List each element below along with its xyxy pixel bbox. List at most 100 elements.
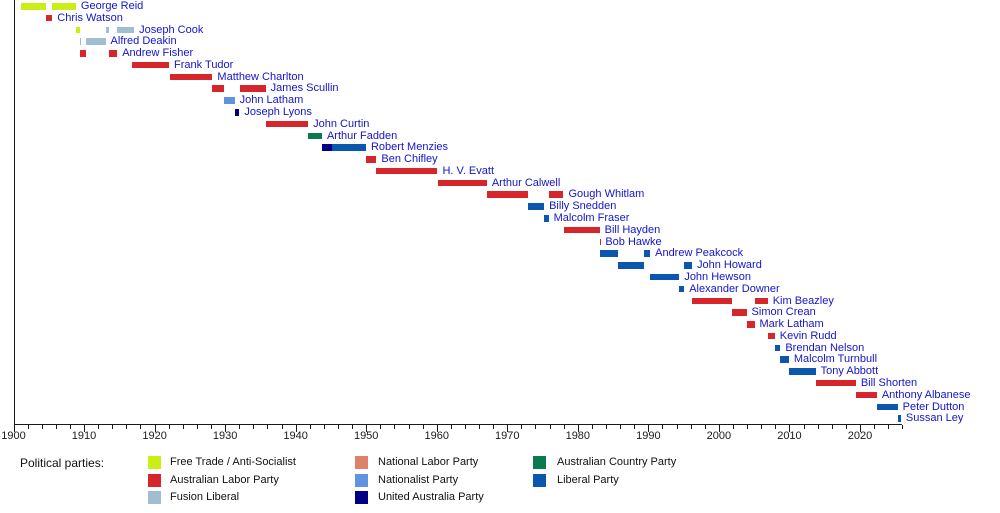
leader-label: Anthony Albanese bbox=[881, 388, 971, 401]
leader-label: Sussan Ley bbox=[905, 412, 964, 425]
timeline-bar bbox=[650, 273, 680, 281]
timeline-bar bbox=[117, 26, 135, 34]
timeline-bar bbox=[79, 50, 87, 57]
timeline-bar bbox=[774, 344, 781, 352]
minor-tick bbox=[634, 425, 636, 429]
timeline-bar bbox=[548, 191, 564, 198]
leader-label: Brendan Nelson bbox=[785, 341, 865, 354]
leader-label: James Scullin bbox=[270, 82, 339, 95]
minor-tick bbox=[521, 425, 523, 429]
leader-label: Gough Whitlam bbox=[568, 188, 645, 201]
timeline-bar bbox=[20, 3, 47, 10]
minor-tick bbox=[690, 425, 692, 429]
timeline-bar bbox=[600, 250, 618, 257]
leader-label: Andrew Fisher bbox=[122, 47, 194, 60]
x-axis-tick-label: 1900 bbox=[1, 430, 26, 442]
timeline-bar bbox=[855, 391, 877, 399]
legend-swatch-free_trade bbox=[148, 456, 161, 469]
timeline-bar bbox=[692, 297, 733, 304]
timeline-bar bbox=[897, 415, 901, 422]
minor-tick bbox=[380, 425, 382, 429]
leader-label: Chris Watson bbox=[57, 11, 123, 24]
timeline-bar bbox=[132, 61, 170, 69]
timeline-bar bbox=[684, 262, 693, 269]
timeline-bar bbox=[365, 156, 377, 163]
minor-tick bbox=[479, 425, 481, 429]
minor-tick bbox=[253, 425, 255, 429]
legend-label-uap: United Australia Party bbox=[378, 491, 484, 503]
major-tick bbox=[366, 425, 368, 432]
timeline-bar bbox=[754, 297, 768, 304]
timeline-bar bbox=[321, 144, 332, 151]
minor-tick bbox=[239, 425, 241, 429]
minor-tick bbox=[337, 425, 339, 429]
x-axis-tick-label: 1910 bbox=[71, 430, 97, 442]
leader-label: Bob Hawke bbox=[605, 235, 662, 248]
timeline-bar bbox=[617, 262, 644, 269]
timeline-bar bbox=[108, 50, 118, 57]
minor-tick bbox=[55, 425, 57, 429]
leader-label: Bill Shorten bbox=[860, 376, 918, 389]
minor-tick bbox=[535, 425, 537, 429]
major-tick bbox=[295, 425, 297, 432]
leader-label: Kim Beazley bbox=[772, 294, 834, 307]
leader-label: Joseph Cook bbox=[139, 23, 204, 36]
timeline-bar bbox=[816, 379, 856, 387]
minor-tick bbox=[747, 425, 749, 429]
minor-tick bbox=[676, 425, 678, 429]
timeline-bar bbox=[486, 191, 528, 198]
timeline-bar bbox=[732, 309, 747, 316]
minor-tick bbox=[182, 425, 184, 429]
leader-label: Arthur Fadden bbox=[326, 129, 398, 142]
major-tick bbox=[154, 425, 156, 432]
leader-label: Simon Crean bbox=[751, 306, 816, 319]
leader-label: Alexander Downer bbox=[689, 282, 780, 295]
timeline-bar bbox=[239, 85, 266, 92]
minor-tick bbox=[464, 425, 466, 429]
legend-swatch-national_labor bbox=[355, 456, 368, 469]
legend-label-liberal: Liberal Party bbox=[557, 473, 619, 486]
x-axis-tick-label: 1930 bbox=[212, 430, 238, 442]
timeline-bar bbox=[643, 250, 651, 257]
x-axis-tick-label: 1940 bbox=[283, 430, 308, 442]
leader-label: Malcolm Fraser bbox=[553, 212, 630, 225]
legend-swatch-fusion_liberal bbox=[148, 491, 161, 504]
minor-tick bbox=[549, 425, 551, 429]
minor-tick bbox=[888, 425, 890, 429]
timeline-bar bbox=[376, 167, 438, 175]
major-tick bbox=[718, 425, 720, 432]
minor-tick bbox=[817, 425, 819, 429]
minor-tick bbox=[704, 425, 706, 429]
minor-tick bbox=[831, 425, 833, 429]
legend-swatch-liberal bbox=[533, 473, 546, 487]
leader-label: Ben Chifley bbox=[381, 153, 438, 166]
timeline-bar bbox=[563, 226, 600, 234]
timeline-bar bbox=[308, 132, 322, 140]
x-axis-tick-label: 1920 bbox=[142, 430, 167, 442]
leader-label: Mark Latham bbox=[759, 318, 824, 331]
legend-label-nationalist: Nationalist Party bbox=[378, 473, 459, 486]
major-tick bbox=[507, 425, 509, 432]
x-axis-line bbox=[13, 424, 903, 425]
minor-tick bbox=[591, 425, 593, 429]
minor-tick bbox=[563, 425, 565, 429]
minor-tick bbox=[281, 425, 283, 429]
leader-label: George Reid bbox=[80, 0, 144, 12]
leader-label: Frank Tudor bbox=[174, 58, 234, 71]
timeline-bar bbox=[679, 285, 685, 293]
major-tick bbox=[84, 425, 86, 432]
timeline-bar bbox=[767, 332, 775, 340]
major-tick bbox=[13, 425, 15, 432]
minor-tick bbox=[112, 425, 114, 429]
leader-label: Malcolm Turnbull bbox=[793, 353, 878, 366]
x-axis-tick-label: 1990 bbox=[636, 430, 661, 442]
minor-tick bbox=[450, 425, 452, 429]
timeline-bar bbox=[527, 203, 545, 210]
major-tick bbox=[648, 425, 650, 432]
major-tick bbox=[225, 425, 227, 432]
timeline-bar bbox=[46, 14, 53, 22]
y-axis-line bbox=[13, 0, 15, 424]
minor-tick bbox=[126, 425, 128, 429]
x-axis-tick-label: 1980 bbox=[565, 430, 591, 442]
